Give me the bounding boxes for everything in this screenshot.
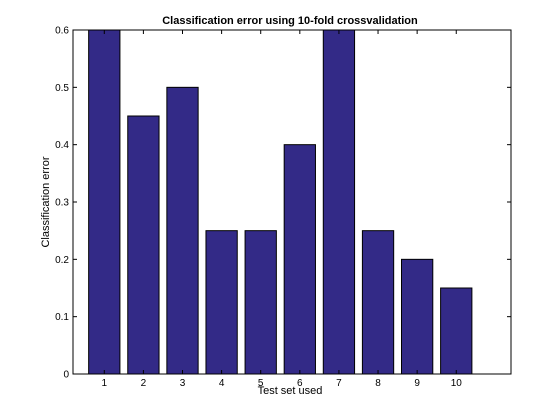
bar-8 [361, 230, 395, 375]
bar-6 [283, 144, 316, 375]
x-tick-label: 4 [219, 378, 225, 389]
x-axis-ticks: 1 2 3 4 5 6 7 8 9 10 [102, 30, 463, 389]
x-tick-label: 8 [375, 378, 381, 389]
bar-5 [244, 230, 277, 375]
chart-title: Classification error using 10-fold cross… [162, 15, 418, 27]
bar-7 [322, 29, 356, 375]
bar-1 [88, 29, 121, 375]
bar-2 [127, 115, 160, 375]
y-tick-label: 0.2 [55, 255, 69, 266]
x-tick-label: 2 [141, 378, 147, 389]
bar-4 [205, 230, 238, 375]
bars-group [88, 29, 473, 375]
x-tick-label: 10 [451, 378, 463, 389]
x-axis-label: Test set used [258, 385, 323, 397]
y-tick-label: 0 [63, 370, 69, 381]
x-tick-label: 3 [180, 378, 186, 389]
bar-3 [166, 86, 199, 375]
x-tick-label: 1 [102, 378, 108, 389]
x-tick-label: 5 [258, 378, 264, 389]
x-tick-label: 7 [336, 378, 342, 389]
x-tick-label: 6 [297, 378, 303, 389]
bar-9 [401, 258, 434, 375]
y-tick-label: 0.4 [55, 140, 69, 151]
y-axis-label: Classification error [40, 156, 52, 247]
y-tick-label: 0.6 [55, 26, 69, 37]
y-axis-ticks: 0 0.1 0.2 0.3 0.4 0.5 0.6 [55, 26, 511, 381]
y-tick-label: 0.3 [55, 198, 69, 209]
x-tick-label: 9 [414, 378, 420, 389]
y-tick-label: 0.1 [55, 312, 69, 323]
bar-10 [440, 287, 473, 375]
y-tick-label: 0.5 [55, 83, 69, 94]
